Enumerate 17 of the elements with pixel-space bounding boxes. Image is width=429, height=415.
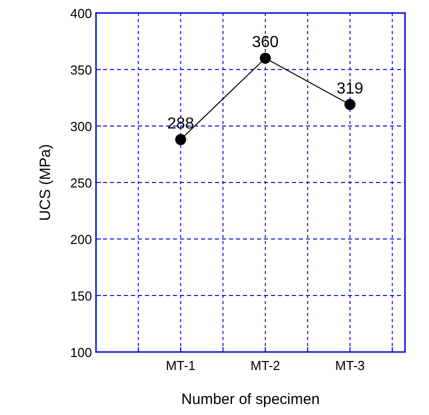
y-tick-label: 150 — [70, 288, 92, 304]
point — [175, 134, 186, 146]
y-axis-title: UCS (MPa) — [37, 144, 54, 221]
y-tick-label: 100 — [70, 345, 92, 360]
point — [260, 52, 271, 64]
y-tick-label: 300 — [70, 119, 92, 134]
point — [344, 99, 356, 110]
x-tick-label: MT-2 — [250, 358, 280, 373]
x-tick-label: MT-3 — [335, 358, 365, 373]
data-label: 319 — [336, 80, 364, 98]
x-axis-title: Number of specimen — [181, 391, 320, 408]
y-tick-label: 350 — [70, 62, 92, 78]
data-label: 360 — [252, 34, 279, 52]
y-tick-label: 200 — [70, 232, 92, 247]
y-tick-label: 400 — [70, 6, 92, 21]
x-tick-label: MT-1 — [166, 358, 196, 373]
y-tick-label: 250 — [70, 176, 92, 190]
